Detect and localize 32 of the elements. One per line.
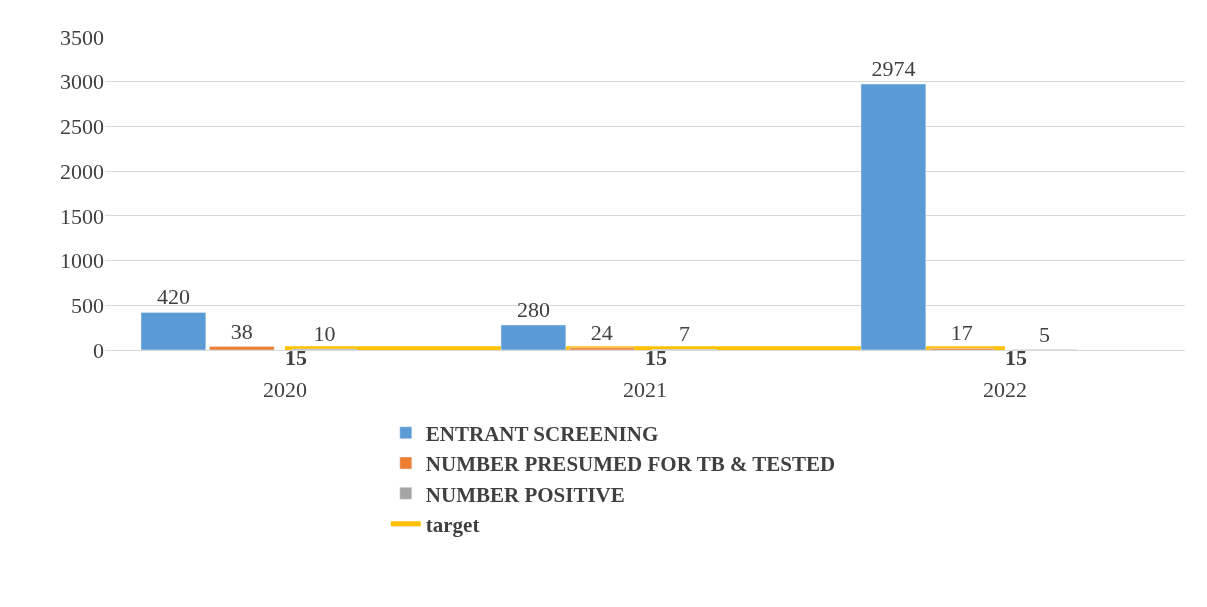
legend-label: NUMBER POSITIVE: [425, 482, 625, 507]
data-label: 15: [1005, 345, 1027, 371]
data-label: 15: [645, 345, 667, 371]
y-tick-label: 0: [93, 337, 104, 363]
legend-label: target: [425, 512, 480, 537]
data-label: 38: [230, 318, 253, 344]
data-label: 280: [516, 296, 550, 322]
bar: [500, 324, 567, 350]
data-label: 2974: [871, 56, 916, 82]
y-tick-label: 3000: [60, 69, 104, 95]
bar: [209, 346, 275, 350]
y-tick-label: 2000: [60, 158, 104, 184]
data-label: 15: [285, 345, 307, 371]
y-tick-label: 500: [71, 292, 104, 318]
data-label: 10: [313, 321, 336, 347]
bar: [569, 347, 635, 350]
y-tick-label: 2500: [60, 114, 104, 140]
legend-label: ENTRANT SCREENING: [425, 421, 659, 446]
y-tick-label: 3500: [60, 24, 104, 50]
x-tick-label: 2022: [983, 377, 1027, 403]
data-label: 24: [590, 319, 613, 345]
x-tick-label: 2021: [623, 377, 667, 403]
x-tick-label: 2020: [263, 377, 307, 403]
y-tick-label: 1000: [60, 248, 104, 274]
data-label: 7: [679, 321, 691, 347]
data-label: 420: [156, 284, 190, 310]
y-tick-label: 1500: [60, 203, 104, 229]
legend-label: NUMBER PRESUMED FOR TB & TESTED: [425, 452, 836, 477]
bar: [140, 312, 207, 350]
bar: [860, 83, 927, 350]
data-label: 5: [1039, 321, 1051, 347]
data-label: 17: [950, 320, 973, 346]
